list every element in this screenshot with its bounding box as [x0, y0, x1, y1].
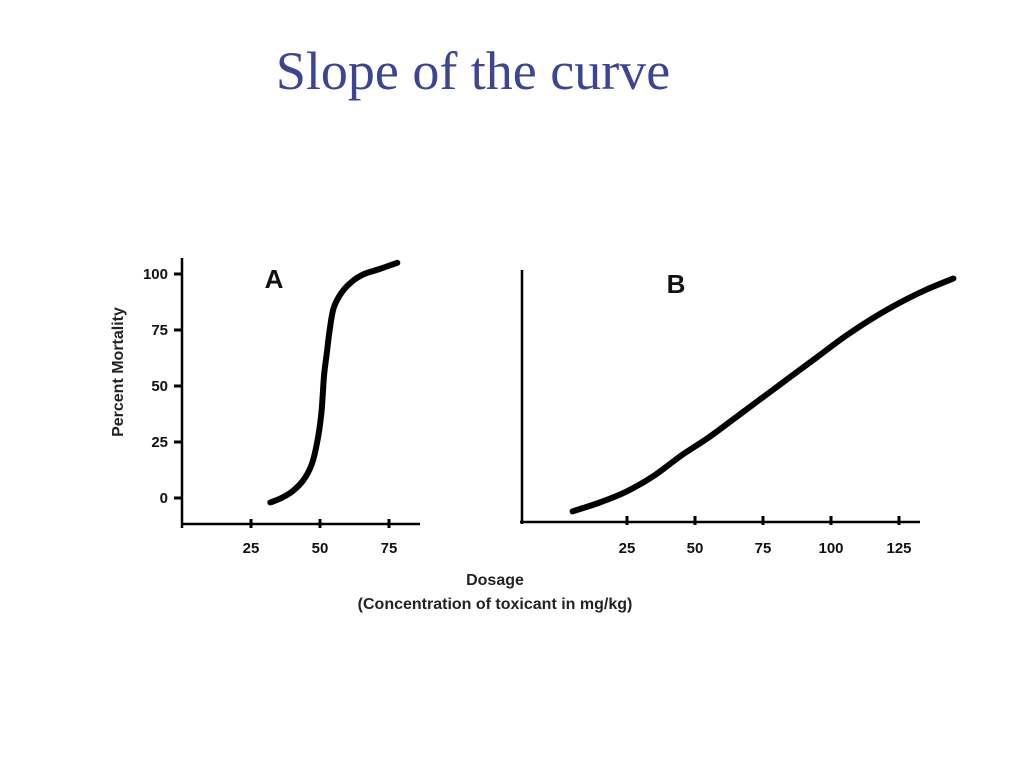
- slide-title: Slope of the curve: [275, 41, 671, 101]
- chart-a-y-axis-label: Percent Mortality: [110, 307, 127, 437]
- chart-b-x-tick-label: 25: [619, 540, 636, 557]
- chart-a-y-tick-label: 100: [143, 266, 168, 283]
- chart-a-y-tick-label: 25: [151, 434, 168, 451]
- chart-a-x-tick-label: 25: [243, 540, 260, 557]
- chart-a-ticks: 25 50 75 0 25 50 75 100: [143, 266, 397, 557]
- chart-a-x-tick-label: 50: [312, 540, 329, 557]
- x-axis-label-units: (Concentration of toxicant in mg/kg): [358, 596, 633, 613]
- chart-a-series-line: [267, 259, 401, 506]
- chart-b-axes: [520, 270, 920, 524]
- chart-b-series-line: [569, 275, 957, 515]
- chart-a-panel-label: A: [265, 264, 284, 294]
- chart-b-x-tick-label: 125: [886, 540, 911, 557]
- chart-a-y-tick-label: 50: [151, 378, 168, 395]
- chart-a-y-tick-label: 75: [151, 322, 168, 339]
- x-axis-label: Dosage: [466, 572, 524, 589]
- chart-a-y-tick-label: 0: [160, 490, 168, 507]
- chart-b-x-tick-label: 100: [818, 540, 843, 557]
- chart-a-axes: [180, 258, 420, 528]
- chart-b-panel-label: B: [667, 269, 686, 299]
- chart-b-x-tick-label: 75: [755, 540, 772, 557]
- chart-a-x-tick-label: 75: [381, 540, 398, 557]
- chart-b-ticks: 25 50 75 100 125: [619, 516, 912, 557]
- chart-b-x-tick-label: 50: [687, 540, 704, 557]
